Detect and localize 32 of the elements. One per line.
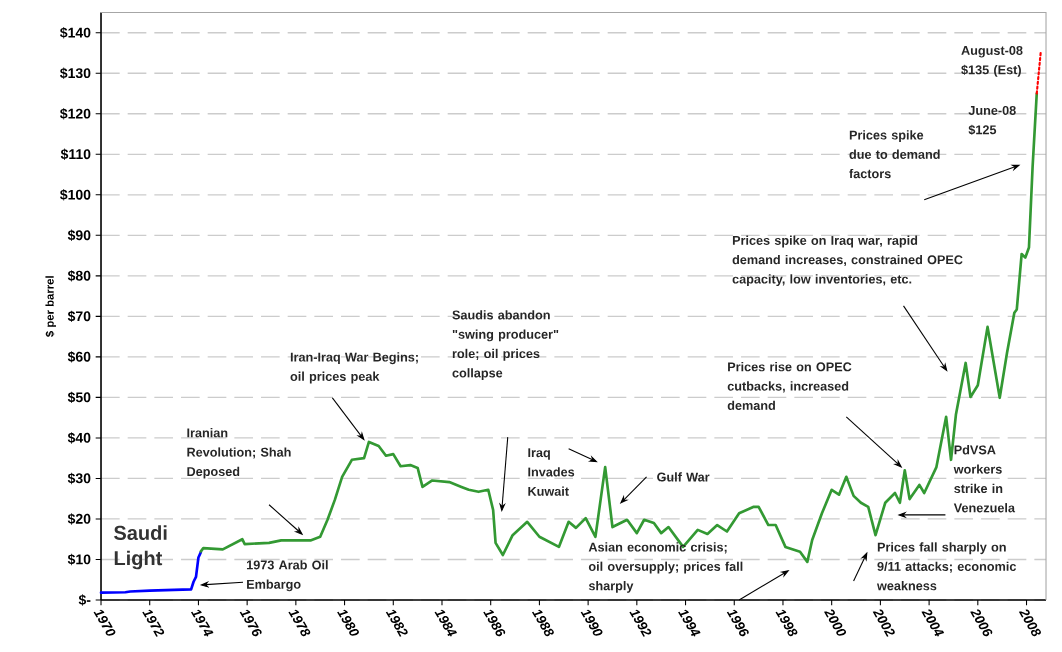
annotation: Iraq Invades Kuwait — [528, 448, 575, 496]
y-tick-label: $40 — [67, 432, 91, 444]
annotation: Iran-Iraq War Begins; oil prices peak — [290, 352, 418, 384]
y-tick-label: $70 — [67, 310, 91, 323]
annotation: Saudis abandon "swing producer" role; oil prices collapse — [452, 310, 559, 380]
y-tick-label: $30 — [67, 472, 91, 485]
y-tick-label: $20 — [67, 513, 91, 525]
annotation: Prices spike due to demand factors — [849, 130, 940, 179]
y-tick-label: $60 — [67, 351, 91, 363]
annotation: Prices rise on OPEC cutbacks, increased demand — [727, 362, 852, 410]
y-tick-label: $90 — [67, 229, 91, 242]
line-series — [99, 550, 203, 595]
annotation: Gulf War — [657, 472, 710, 482]
y-tick-label: $- — [78, 594, 91, 606]
y-tick-label: $10 — [67, 553, 91, 566]
annotation: PdVSA workers strike in Venezuela — [953, 445, 1016, 513]
annotation: Prices spike on Iraq war, rapid demand increases, constrained OPEC capacity, low inventories, etc. — [732, 235, 963, 287]
y-tick-label: $50 — [67, 391, 91, 404]
annotation: June-08 $125 — [968, 105, 1016, 136]
y-tick-label: $80 — [67, 270, 91, 282]
annotation: 1973 Arab Oil Embargo — [246, 560, 328, 592]
y-tick-label: $140 — [60, 27, 91, 39]
y-axis-title: $ per barrel — [45, 276, 56, 337]
annotation: Asian economic crisis; oil oversupply; prices fall sharply — [588, 542, 743, 593]
y-tick-label: $110 — [60, 148, 91, 161]
y-tick-label: $130 — [60, 67, 91, 79]
annotation: Iranian Revolution; Shah Deposed — [187, 428, 291, 479]
y-tick-label: $100 — [60, 189, 91, 201]
annotation: August-08 $135 (Est) — [961, 45, 1023, 77]
annotation: Prices fall sharply on 9/11 attacks; economic weakness — [876, 542, 1017, 591]
series-label: Saudi Light — [114, 525, 167, 570]
y-tick-label: $120 — [60, 108, 91, 120]
